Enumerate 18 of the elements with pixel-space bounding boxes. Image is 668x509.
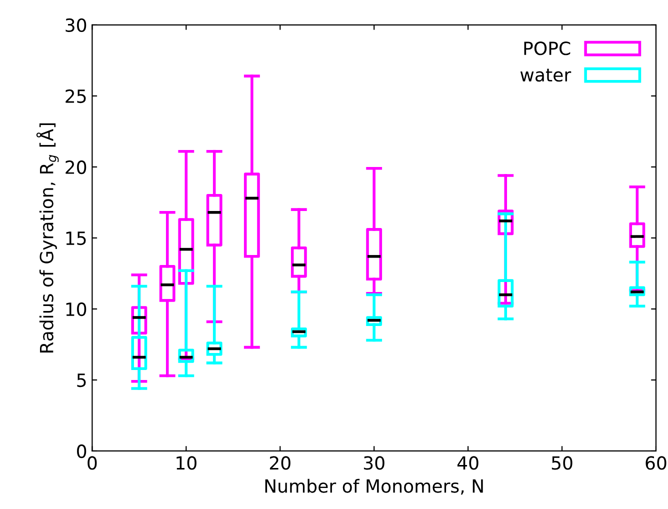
y-tick-label: 0 <box>77 444 86 458</box>
legend-label: water <box>520 68 572 82</box>
x-tick-label: 10 <box>176 456 196 470</box>
legend-label: POPC <box>524 42 570 56</box>
y-tick-label: 20 <box>66 160 86 174</box>
y-tick-label: 30 <box>66 18 86 32</box>
y-tick-label: 25 <box>66 89 86 104</box>
x-tick-label: 60 <box>646 456 666 470</box>
x-tick-label: 30 <box>364 456 384 470</box>
x-tick-label: 20 <box>270 456 290 470</box>
x-tick-label: 50 <box>552 456 572 470</box>
y-axis-title: Radius of Gyration, R$_{g}$ [Å] <box>36 123 59 352</box>
y-tick-label: 5 <box>77 374 86 388</box>
x-axis-title: Number of Monomers, N <box>265 478 483 495</box>
x-tick-label: 40 <box>457 456 478 470</box>
x-tick-label: 0 <box>88 456 97 470</box>
y-tick-label: 10 <box>66 302 86 316</box>
y-tick-label: 15 <box>66 232 86 246</box>
